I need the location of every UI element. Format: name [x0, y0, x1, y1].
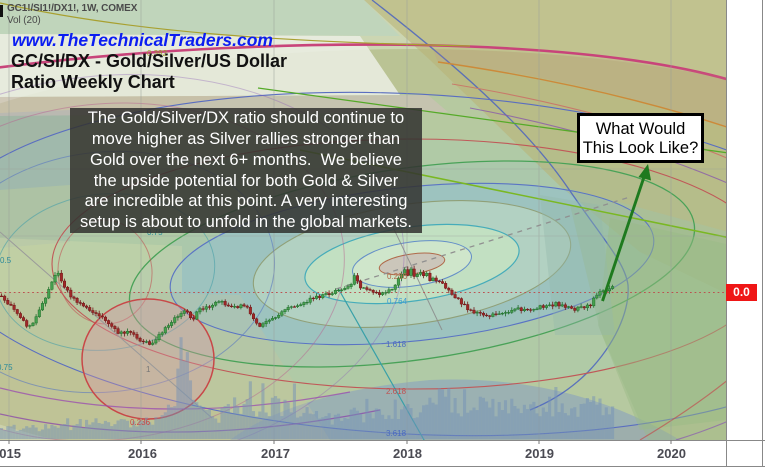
- svg-text:3.618: 3.618: [386, 429, 407, 438]
- svg-text:1.618: 1.618: [386, 340, 407, 349]
- svg-text:0.236: 0.236: [130, 418, 151, 427]
- svg-text:0.75: 0.75: [0, 363, 13, 372]
- svg-text:0.382: 0.382: [147, 49, 168, 58]
- svg-text:1: 1: [146, 365, 151, 374]
- svg-text:0.236: 0.236: [387, 272, 408, 281]
- svg-text:0.764: 0.764: [387, 297, 408, 306]
- svg-text:2.618: 2.618: [386, 387, 407, 396]
- svg-text:0.5: 0.5: [0, 256, 12, 265]
